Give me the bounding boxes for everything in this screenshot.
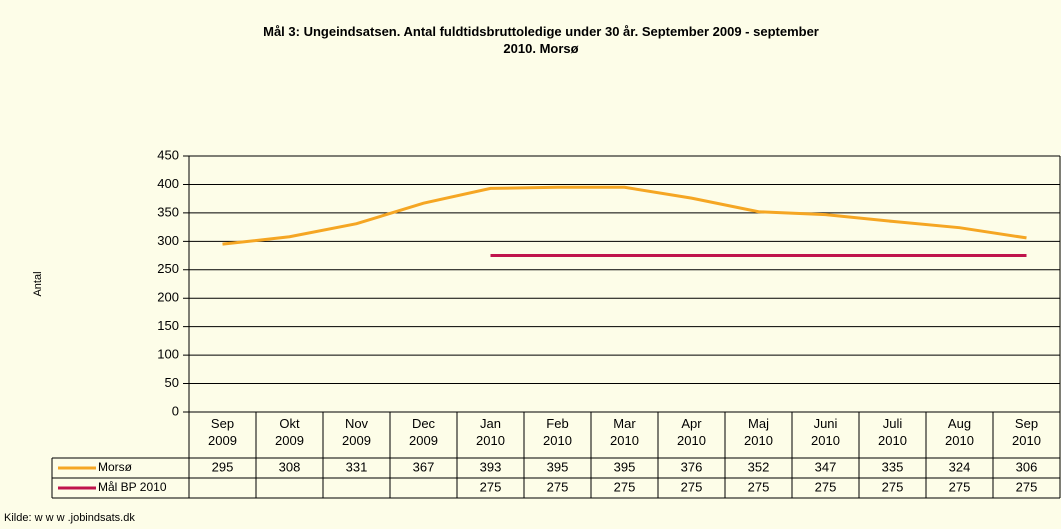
x-tick-label: Okt 2009 — [275, 416, 304, 448]
table-value: 275 — [681, 479, 703, 494]
y-tick-label: 200 — [157, 290, 179, 305]
x-tick-label: Mar 2010 — [610, 416, 639, 448]
table-value: 275 — [547, 479, 569, 494]
y-tick-label: 250 — [157, 261, 179, 276]
y-tick-label: 450 — [157, 147, 179, 162]
table-value: 275 — [1016, 479, 1038, 494]
table-value: 275 — [614, 479, 636, 494]
table-value: 324 — [949, 459, 971, 474]
table-value: 367 — [413, 459, 435, 474]
table-value: 275 — [748, 479, 770, 494]
series-line — [222, 185, 1027, 246]
table-value: 295 — [212, 459, 234, 474]
y-tick-label: 400 — [157, 176, 179, 191]
y-tick-label: 50 — [165, 375, 179, 390]
source-note: Kilde: w w w .jobindsats.dk — [4, 512, 135, 524]
table-value: 335 — [882, 459, 904, 474]
x-tick-label: Maj 2010 — [744, 416, 773, 448]
table-value: 395 — [547, 459, 569, 474]
table-value: 275 — [480, 479, 502, 494]
table-value: 393 — [480, 459, 502, 474]
table-value: 376 — [681, 459, 703, 474]
table-value: 352 — [748, 459, 770, 474]
y-tick-label: 350 — [157, 204, 179, 219]
x-tick-label: Aug 2010 — [945, 416, 974, 448]
y-tick-label: 150 — [157, 318, 179, 333]
x-tick-label: Sep 2010 — [1012, 416, 1041, 448]
legend-label: Mål BP 2010 — [98, 480, 167, 494]
x-tick-label: Juli 2010 — [878, 416, 907, 448]
x-tick-label: Nov 2009 — [342, 416, 371, 448]
x-tick-label: Juni 2010 — [811, 416, 840, 448]
table-value: 347 — [815, 459, 837, 474]
x-tick-label: Feb 2010 — [543, 416, 572, 448]
y-tick-label: 300 — [157, 233, 179, 248]
x-tick-label: Sep 2009 — [208, 416, 237, 448]
x-tick-label: Apr 2010 — [677, 416, 706, 448]
table-value: 275 — [949, 479, 971, 494]
table-value: 395 — [614, 459, 636, 474]
table-value: 275 — [882, 479, 904, 494]
x-tick-label: Dec 2009 — [409, 416, 438, 448]
y-tick-label: 100 — [157, 347, 179, 362]
table-value: 306 — [1016, 459, 1038, 474]
table-value: 308 — [279, 459, 301, 474]
y-axis-label: Antal — [32, 271, 44, 296]
legend-label: Morsø — [98, 460, 133, 474]
table-value: 331 — [346, 459, 368, 474]
x-tick-label: Jan 2010 — [476, 416, 505, 448]
y-tick-label: 0 — [172, 403, 179, 418]
chart-title: Mål 3: Ungeindsatsen. Antal fuldtidsbrut… — [263, 24, 819, 56]
table-value: 275 — [815, 479, 837, 494]
